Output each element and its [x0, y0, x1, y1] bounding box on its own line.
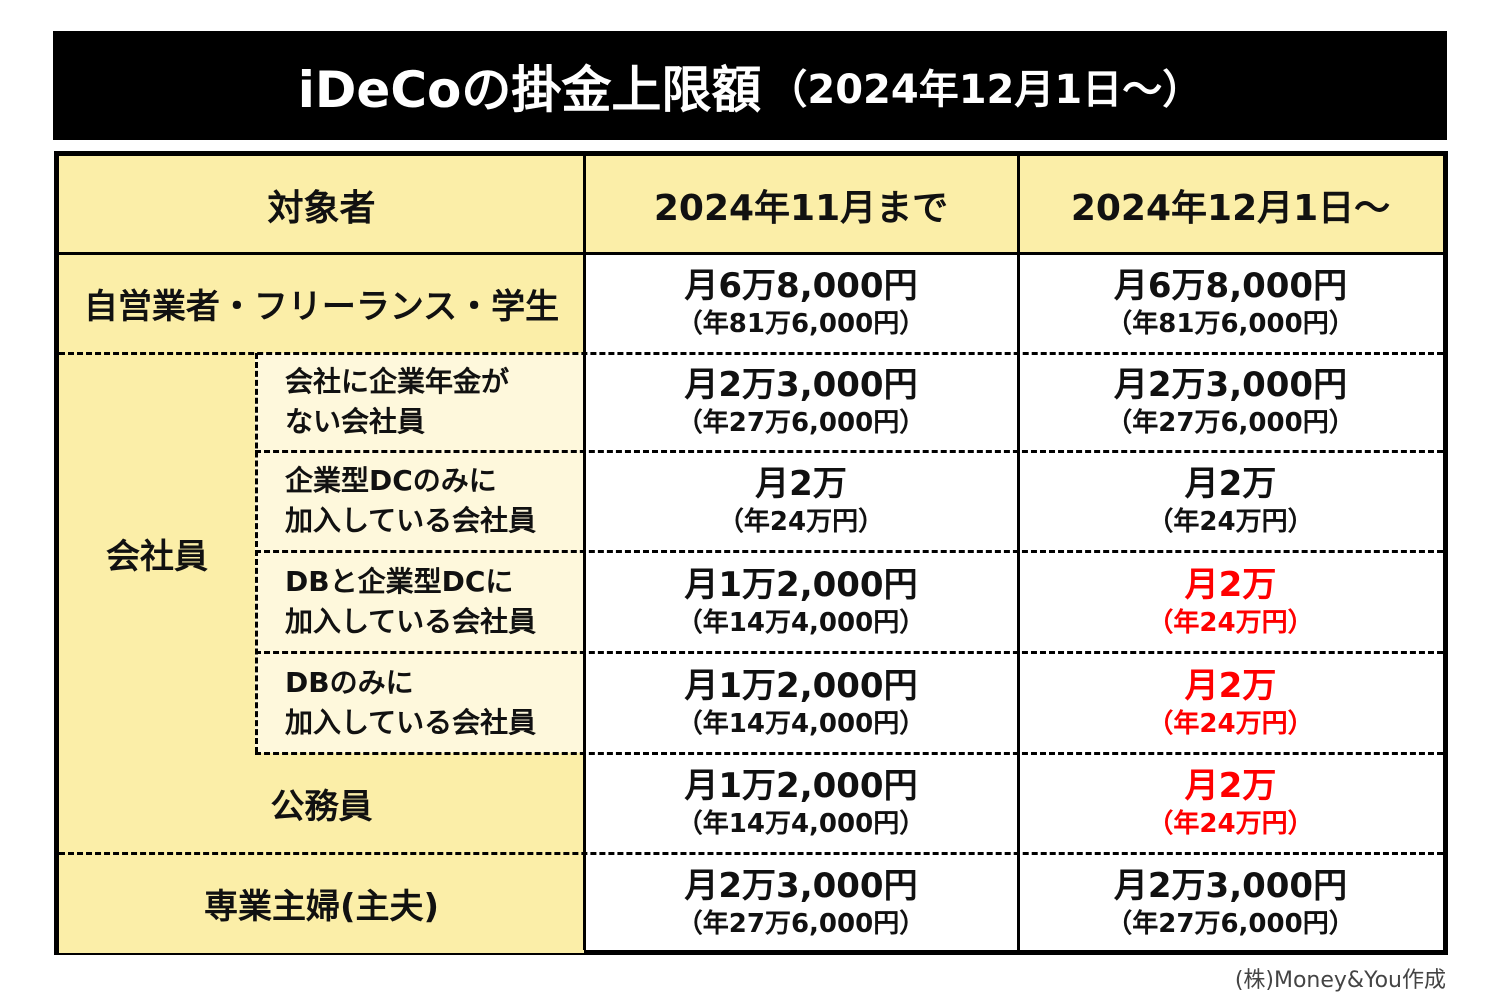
- yearly-amount: （年24万円）: [1147, 809, 1314, 839]
- monthly-amount: 月2万3,000円: [1113, 365, 1348, 405]
- header-target: 対象者: [59, 156, 584, 253]
- credit: (株)Money&You作成: [1234, 968, 1446, 993]
- row-label: 企業型DCのみに加入している会社員: [255, 451, 584, 551]
- monthly-amount: 月1万2,000円: [684, 665, 918, 706]
- monthly-amount: 月2万: [1184, 665, 1277, 706]
- yearly-amount: （年27万6,000円）: [1106, 909, 1355, 939]
- monthly-amount: 月6万8,000円: [1113, 266, 1348, 306]
- monthly-amount: 月6万8,000円: [684, 266, 918, 306]
- row-label: 会社に企業年金が ない会社員: [255, 353, 584, 451]
- group-label-employees: 会社員: [59, 353, 255, 753]
- yearly-amount: （年81万6,000円）: [676, 309, 926, 339]
- row-label-line: 会社に企業年金が: [285, 365, 510, 398]
- row-label-line: 加入している会社員: [285, 604, 537, 638]
- value-before: 月1万2,000円 （年14万4,000円）: [584, 753, 1018, 853]
- yearly-amount: （年24万円）: [717, 507, 885, 537]
- value-after: 月2万 （年24万円）: [1018, 451, 1443, 551]
- value-before: 月2万 （年24万円）: [584, 451, 1018, 551]
- row-divider: [255, 550, 1443, 553]
- yearly-amount: （年14万4,000円）: [676, 607, 926, 638]
- yearly-amount: （年27万6,000円）: [676, 909, 926, 939]
- value-before: 月2万3,000円 （年27万6,000円）: [584, 353, 1018, 451]
- row-divider: [255, 651, 1443, 654]
- row-label-line: DBのみに: [285, 665, 414, 699]
- column-divider: [1017, 156, 1020, 950]
- value-after: 月2万 （年24万円）: [1018, 652, 1443, 753]
- monthly-amount: 月2万: [1184, 464, 1277, 504]
- row-label-line: DBと企業型DCに: [285, 564, 514, 598]
- monthly-amount: 月2万: [1184, 564, 1277, 605]
- row-divider: [59, 852, 1443, 855]
- sub-column-divider: [255, 353, 258, 753]
- row-label-line: 企業型DCのみに: [285, 464, 497, 497]
- row-label: 自営業者・フリーランス・学生: [59, 253, 584, 353]
- monthly-amount: 月2万: [755, 464, 847, 504]
- monthly-amount: 月2万: [1184, 766, 1277, 806]
- yearly-amount: （年14万4,000円）: [676, 809, 926, 839]
- title-date: （2024年12月1日～）: [767, 66, 1203, 113]
- header-after: 2024年12月1日～: [1018, 156, 1443, 253]
- row-label-line: 加入している会社員: [285, 504, 537, 537]
- monthly-amount: 月1万2,000円: [684, 766, 918, 806]
- value-before: 月6万8,000円 （年81万6,000円）: [584, 253, 1018, 353]
- value-before: 月1万2,000円 （年14万4,000円）: [584, 551, 1018, 652]
- row-label-line: 加入している会社員: [285, 705, 537, 739]
- value-after: 月6万8,000円 （年81万6,000円）: [1018, 253, 1443, 353]
- row-label: DBと企業型DCに 加入している会社員: [255, 551, 584, 652]
- yearly-amount: （年14万4,000円）: [676, 708, 926, 739]
- row-divider: [59, 352, 1443, 355]
- row-divider: [255, 752, 1443, 755]
- yearly-amount: （年24万円）: [1147, 708, 1314, 739]
- header-before: 2024年11月まで: [584, 156, 1018, 253]
- row-divider: [255, 450, 1443, 453]
- yearly-amount: （年24万円）: [1147, 507, 1314, 537]
- row-label-line: ない会社員: [285, 405, 426, 438]
- yearly-amount: （年24万円）: [1147, 607, 1314, 638]
- monthly-amount: 月2万3,000円: [684, 365, 918, 405]
- monthly-amount: 月2万3,000円: [684, 866, 918, 906]
- yearly-amount: （年27万6,000円）: [676, 408, 926, 438]
- yearly-amount: （年27万6,000円）: [1106, 408, 1355, 438]
- value-before: 月1万2,000円 （年14万4,000円）: [584, 652, 1018, 753]
- monthly-amount: 月2万3,000円: [1113, 866, 1348, 906]
- value-after: 月2万3,000円 （年27万6,000円）: [1018, 853, 1443, 953]
- yearly-amount: （年81万6,000円）: [1106, 309, 1355, 339]
- row-label: DBのみに加入している会社員: [255, 652, 584, 753]
- value-after: 月2万 （年24万円）: [1018, 753, 1443, 853]
- monthly-amount: 月1万2,000円: [684, 564, 918, 605]
- column-divider: [583, 156, 586, 950]
- title-bar: iDeCoの掛金上限額 （2024年12月1日～）: [53, 31, 1447, 140]
- value-after: 月2万 （年24万円）: [1018, 551, 1443, 652]
- row-label: 専業主婦(主夫): [59, 853, 584, 953]
- header-divider: [59, 252, 1443, 255]
- value-after: 月2万3,000円 （年27万6,000円）: [1018, 353, 1443, 451]
- row-label: 公務員: [59, 753, 584, 853]
- value-before: 月2万3,000円 （年27万6,000円）: [584, 853, 1018, 953]
- limit-table: 対象者 2024年11月まで 2024年12月1日～ 会社員 自営業者・フリーラ…: [54, 151, 1448, 955]
- title: iDeCoの掛金上限額: [297, 60, 762, 119]
